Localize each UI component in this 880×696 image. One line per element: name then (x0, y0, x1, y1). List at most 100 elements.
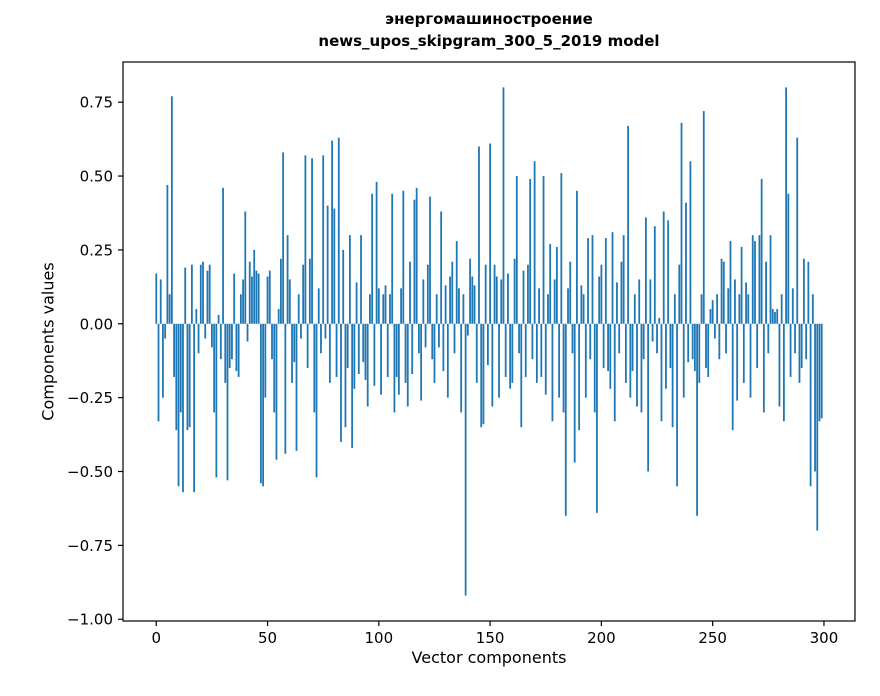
bar (587, 238, 589, 324)
bar (426, 264, 429, 324)
bar (709, 309, 712, 324)
bar (725, 323, 727, 354)
figure-title-line2: news_upos_skipgram_300_5_2019 model (318, 32, 660, 50)
bar (188, 323, 191, 428)
bar (433, 323, 436, 383)
bar (315, 323, 318, 478)
bar (698, 323, 701, 383)
bar (789, 323, 792, 377)
bar (193, 323, 196, 493)
y-tick-label: 0.00 (80, 315, 113, 333)
bar (208, 264, 211, 324)
bar (553, 279, 556, 324)
bar (502, 87, 505, 324)
bar (555, 246, 558, 324)
bar (727, 288, 730, 324)
bar (642, 323, 645, 360)
bar (431, 323, 434, 360)
bar (718, 323, 721, 360)
bar (382, 294, 385, 324)
bar (471, 276, 474, 324)
bar (729, 241, 732, 324)
bar (513, 258, 516, 324)
bar (429, 196, 431, 324)
y-tick-label: 0.50 (80, 168, 113, 186)
bar (671, 323, 674, 428)
bar (486, 323, 489, 366)
figure-title-line1: энергомашиностроение (385, 10, 593, 28)
bar (604, 238, 607, 324)
bar (760, 179, 763, 324)
bar (740, 246, 743, 324)
bar (647, 323, 650, 472)
bar (602, 323, 605, 369)
bar (805, 323, 808, 360)
bar (157, 323, 160, 422)
bar (591, 235, 594, 324)
bar (286, 235, 289, 324)
bar (475, 323, 478, 383)
x-axis-label: Vector components (411, 648, 567, 667)
bar (705, 323, 707, 369)
bar (484, 264, 487, 324)
bar (462, 294, 465, 324)
bar (304, 155, 307, 324)
bar (413, 199, 416, 324)
bar (754, 241, 756, 324)
bar (573, 323, 576, 463)
bar (627, 125, 629, 324)
bar (460, 323, 463, 413)
bar (384, 285, 387, 324)
bar (346, 323, 349, 369)
bar (529, 179, 532, 324)
bar (787, 193, 790, 324)
bar (738, 294, 741, 324)
bar (386, 323, 389, 377)
bar (803, 258, 805, 324)
bar (257, 273, 260, 324)
bar (397, 323, 400, 395)
bar (175, 323, 178, 431)
bar (344, 323, 347, 428)
bar (306, 323, 309, 369)
bar (466, 323, 469, 336)
bar (722, 261, 725, 324)
bar (622, 235, 625, 324)
bar (402, 190, 405, 324)
x-tick-label: 200 (587, 629, 616, 647)
bar (284, 323, 287, 454)
bar (411, 323, 414, 374)
bar (253, 249, 256, 324)
bar (415, 187, 418, 324)
bar (551, 323, 554, 422)
bar (313, 323, 316, 413)
bar (522, 270, 525, 324)
bar (689, 161, 692, 324)
bar (785, 87, 788, 324)
bar (277, 309, 280, 324)
bar (455, 241, 458, 324)
bar (613, 323, 616, 422)
bar (293, 323, 296, 363)
x-tick-label: 250 (698, 629, 727, 647)
bar (406, 323, 409, 407)
y-tick-label: −1.00 (67, 611, 113, 629)
bar (349, 235, 351, 324)
bar (582, 294, 585, 324)
bar (268, 270, 271, 324)
bar (328, 323, 331, 383)
bar (166, 184, 169, 324)
bar (527, 264, 529, 324)
bar (417, 323, 420, 354)
bar (478, 146, 480, 324)
bar (549, 244, 552, 324)
bar (678, 264, 681, 324)
bar (224, 323, 227, 383)
bar (593, 323, 596, 413)
bar (337, 137, 340, 324)
bar (453, 323, 456, 354)
bar (291, 323, 293, 383)
x-tick-label: 150 (476, 629, 505, 647)
bar (707, 323, 710, 377)
